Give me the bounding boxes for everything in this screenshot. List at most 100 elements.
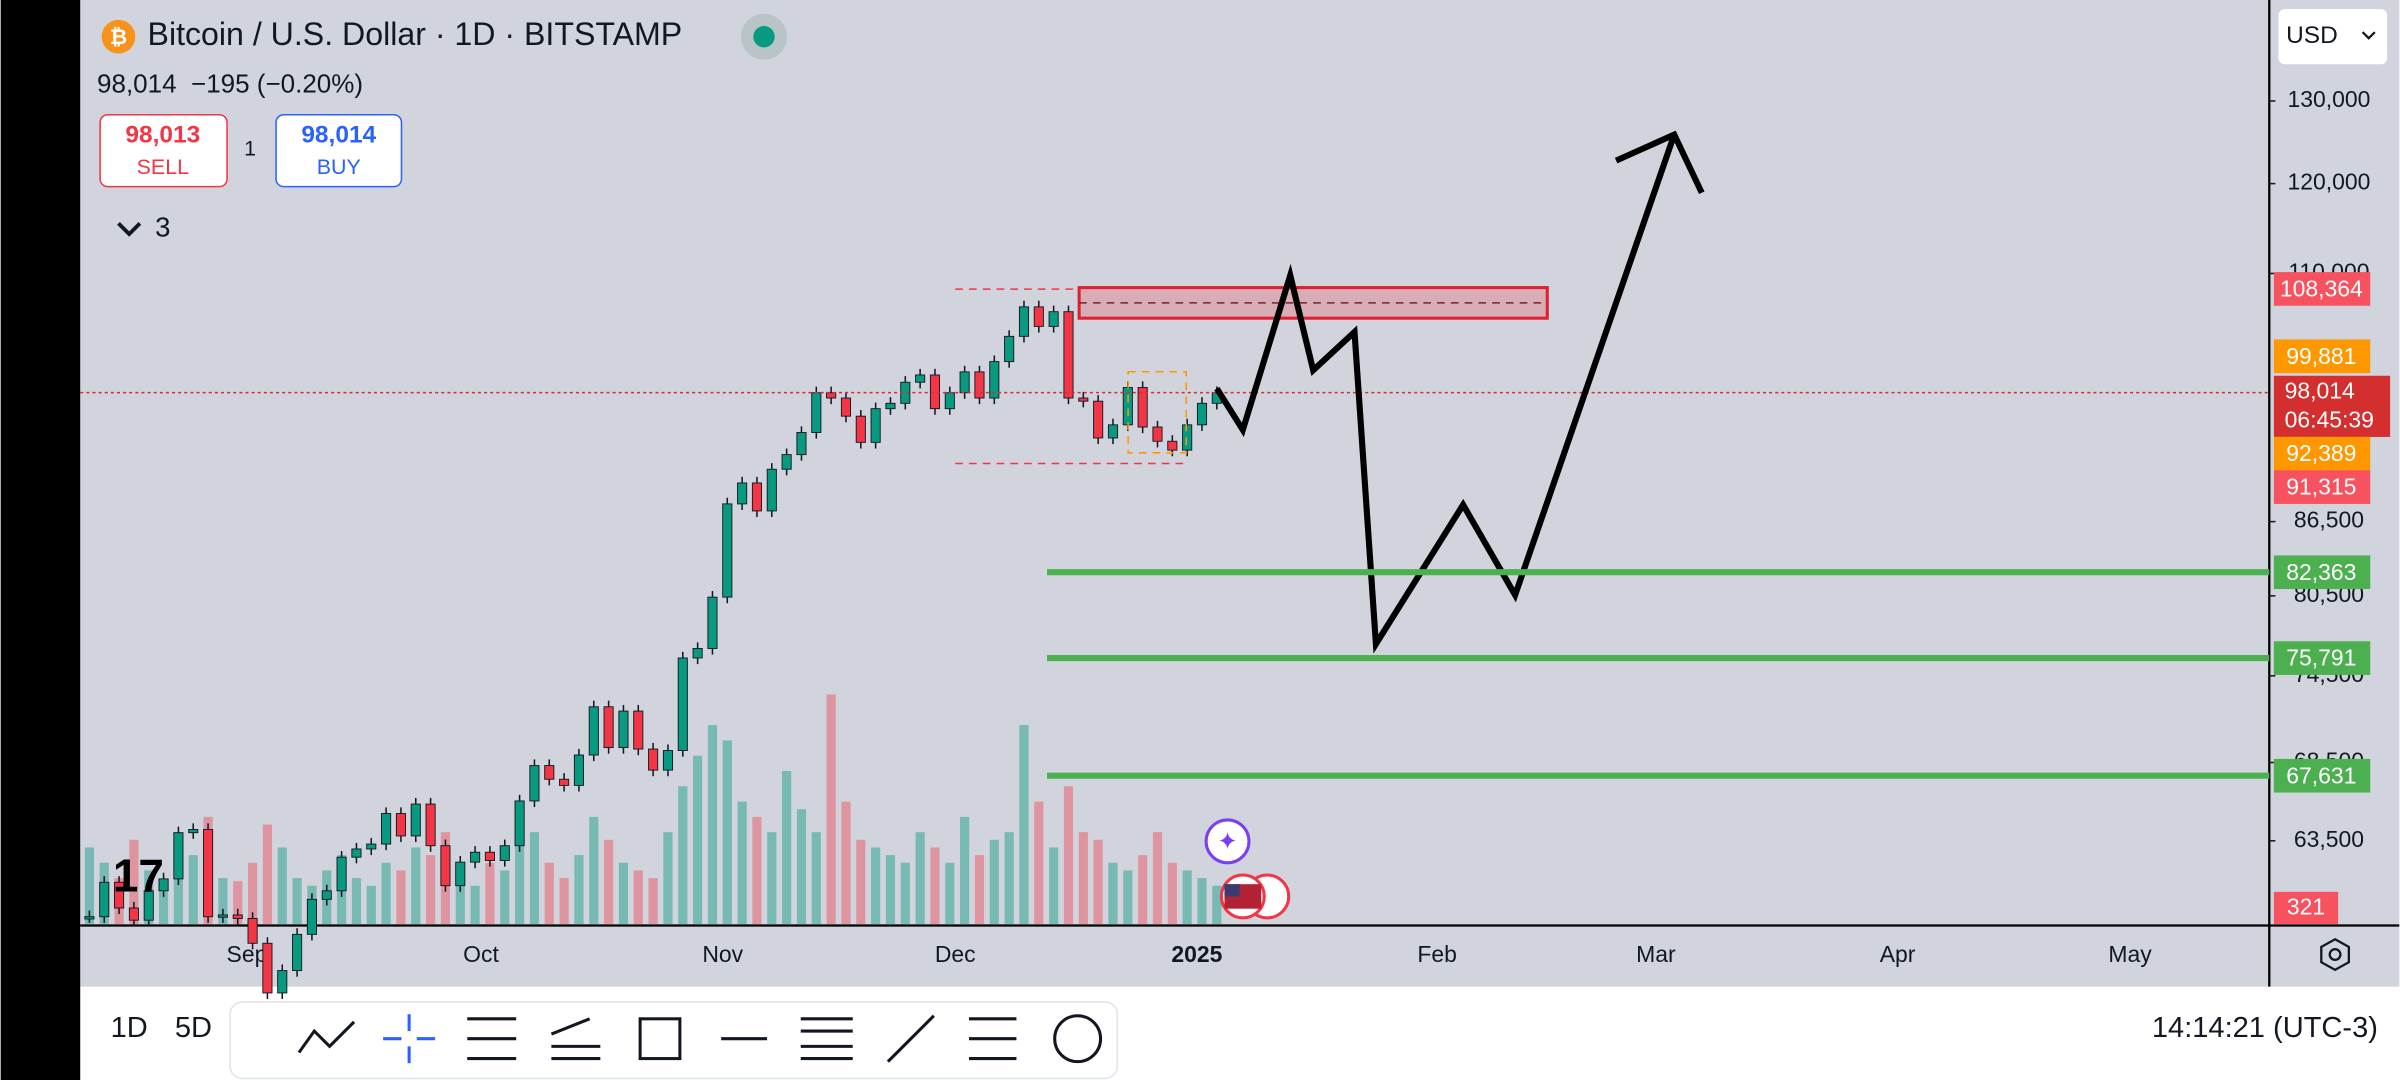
volume-bar xyxy=(1049,847,1059,924)
candle xyxy=(366,843,377,850)
candle xyxy=(603,706,614,749)
volume-bar xyxy=(351,878,362,924)
level-tag xyxy=(2273,758,2371,793)
volume-bar xyxy=(292,878,302,924)
settings-icon[interactable] xyxy=(2320,937,2350,972)
candle xyxy=(292,933,303,972)
candle xyxy=(277,970,288,994)
candle xyxy=(84,916,95,920)
candle xyxy=(499,845,510,861)
tool-fib[interactable] xyxy=(467,1017,517,1061)
candle xyxy=(1063,311,1074,399)
event-icon[interactable] xyxy=(1204,818,1251,865)
candle xyxy=(395,813,406,837)
volume-bar xyxy=(796,809,807,924)
candle xyxy=(959,371,970,394)
volume-bar xyxy=(1138,855,1148,924)
sell-button[interactable] xyxy=(99,113,228,188)
currency-select[interactable] xyxy=(2278,9,2388,65)
price-tag-label: 91,315 xyxy=(2286,474,2356,500)
price-tag xyxy=(2273,470,2371,504)
candle xyxy=(811,392,822,433)
volume-bar xyxy=(826,694,836,924)
interval[interactable]: 5D xyxy=(175,1012,212,1044)
volume-bar xyxy=(945,862,955,924)
candle xyxy=(203,829,214,918)
candle xyxy=(662,750,673,771)
volume-bar xyxy=(960,816,970,924)
sell-price: 98,013 xyxy=(125,122,200,149)
chevron[interactable] xyxy=(117,221,142,237)
tool-trend[interactable] xyxy=(297,1020,356,1054)
projection-path xyxy=(1214,133,1678,654)
candle xyxy=(99,881,110,918)
volume-bar xyxy=(1152,832,1163,924)
price-tag xyxy=(2273,272,2371,306)
candle xyxy=(1107,424,1119,439)
volume-bar xyxy=(559,878,569,924)
candle xyxy=(336,856,347,892)
volume-tag xyxy=(2273,891,2339,924)
y-tick-label: 130,000 xyxy=(2287,86,2370,112)
candle xyxy=(425,803,436,847)
volume-bar xyxy=(1063,786,1074,924)
candle xyxy=(1048,311,1059,327)
volume-bar xyxy=(1167,862,1177,924)
volume-bar xyxy=(856,839,866,924)
volume-tag-label: 321 xyxy=(2287,894,2325,920)
settings-dot xyxy=(2328,948,2342,962)
caret xyxy=(2361,31,2376,40)
volume-bar xyxy=(915,832,925,924)
price-tag-label: 92,389 xyxy=(2286,440,2356,466)
btc-icon xyxy=(101,19,136,54)
y-tick-label: 86,500 xyxy=(2294,507,2364,533)
volume-bar xyxy=(1004,832,1014,924)
volume-bar xyxy=(158,885,169,924)
tool-crosshair[interactable] xyxy=(383,1014,436,1064)
candle xyxy=(321,890,332,900)
candle xyxy=(974,371,985,399)
tool-ray[interactable] xyxy=(886,1014,935,1063)
candle xyxy=(1018,306,1030,337)
volume-bar xyxy=(262,824,273,924)
y-tick-label: 120,000 xyxy=(2287,169,2370,195)
volume-bar xyxy=(218,878,228,924)
tool-pitchfork[interactable] xyxy=(550,1017,601,1061)
quote: 98,014 −195 (−0.20%) xyxy=(97,69,363,99)
level-label: 67,631 xyxy=(2286,762,2356,788)
volume-bar xyxy=(811,832,821,924)
candle xyxy=(114,881,125,909)
candle xyxy=(158,878,169,892)
candle xyxy=(915,374,926,383)
tool-pattern[interactable] xyxy=(969,1017,1017,1061)
sell-label: SELL xyxy=(137,155,189,179)
volume-bar xyxy=(233,881,243,924)
tool-channel[interactable] xyxy=(800,1017,853,1061)
volume-bar xyxy=(544,862,554,924)
volume-bar xyxy=(1182,870,1192,924)
candle xyxy=(188,829,199,834)
volume-bar xyxy=(782,770,792,924)
x-tick-label: Apr xyxy=(1880,941,1916,967)
volume-bar xyxy=(633,870,643,924)
tool-rect[interactable] xyxy=(638,1017,682,1061)
volume-bar xyxy=(1034,801,1044,924)
volume-bar xyxy=(366,885,376,924)
volume-bar xyxy=(1123,870,1133,924)
tv-logo: 17 xyxy=(113,850,164,902)
volume-bar xyxy=(989,839,999,924)
candle xyxy=(351,848,362,858)
candle xyxy=(573,754,584,786)
buy-button[interactable] xyxy=(275,113,403,188)
volume-bar xyxy=(574,855,584,924)
volume-bar xyxy=(1019,725,1029,924)
x-tick-label: 2025 xyxy=(1171,941,1222,967)
tool-cycle[interactable] xyxy=(1053,1014,1103,1064)
candle xyxy=(618,710,629,749)
candle xyxy=(722,503,733,598)
candle xyxy=(1004,335,1015,363)
candle xyxy=(514,800,525,847)
interval[interactable]: 1D xyxy=(111,1012,148,1044)
